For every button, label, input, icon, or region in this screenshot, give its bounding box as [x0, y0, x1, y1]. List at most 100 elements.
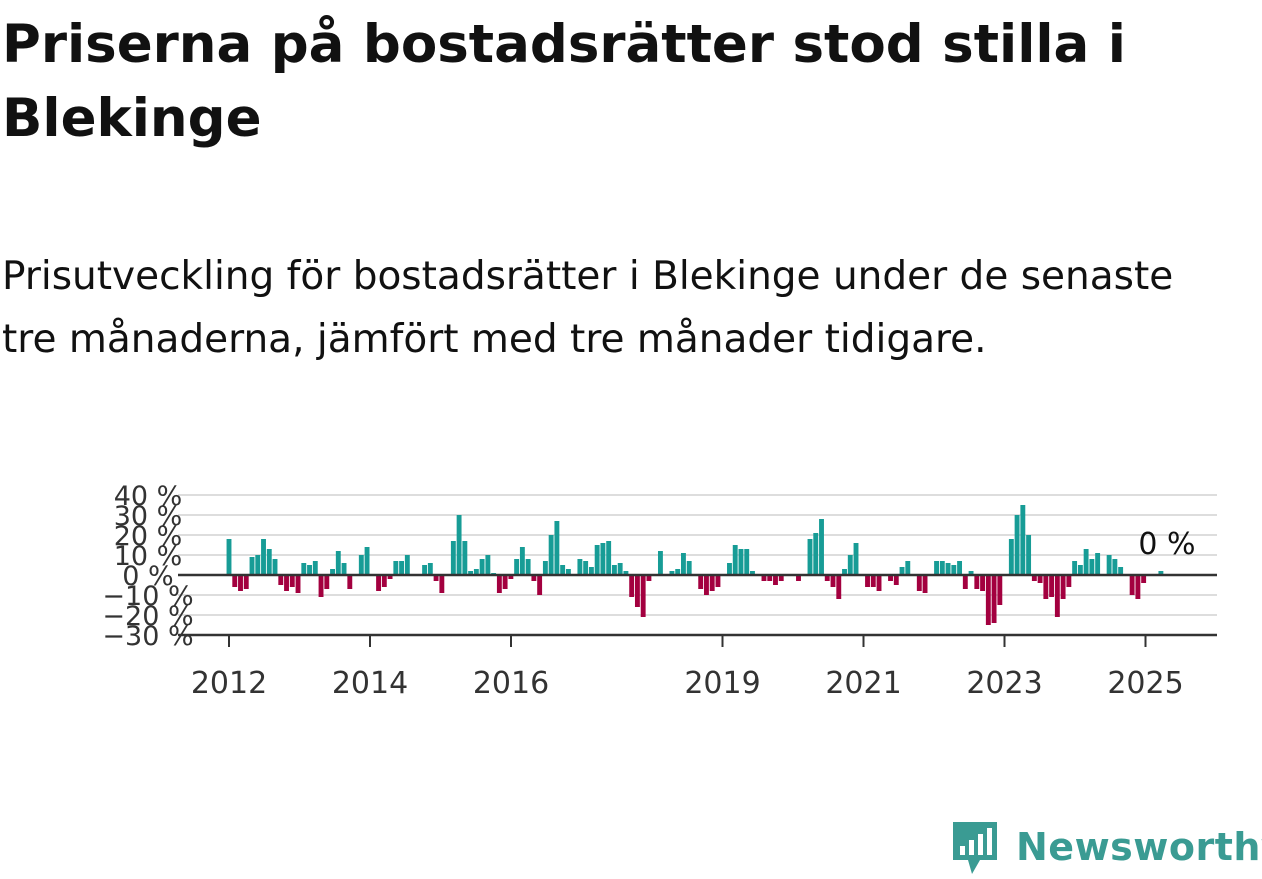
bar-positive — [1089, 559, 1095, 575]
x-tick-label: 2019 — [684, 666, 760, 701]
bar-positive — [727, 563, 732, 575]
bar-negative — [1141, 575, 1147, 583]
bar-negative — [646, 575, 652, 581]
bar-positive — [899, 567, 905, 575]
axes — [178, 573, 1217, 647]
bar-positive — [554, 521, 560, 575]
bar-positive — [1083, 549, 1089, 575]
bar-negative — [1054, 575, 1060, 617]
bar-positive — [272, 559, 278, 575]
bar-positive — [807, 539, 813, 575]
bar-negative — [381, 575, 387, 587]
bar-negative — [1031, 575, 1037, 581]
bar-negative — [985, 575, 991, 625]
bar-negative — [284, 575, 289, 591]
bar-negative — [496, 575, 502, 593]
bar-negative — [761, 575, 767, 581]
bar-negative — [824, 575, 830, 581]
bar-positive — [393, 561, 399, 575]
bar-positive — [617, 563, 623, 575]
bar-positive — [226, 539, 232, 575]
x-tick-label: 2012 — [191, 666, 267, 701]
bar-negative — [318, 575, 324, 597]
bar-positive — [364, 547, 370, 575]
bar-positive — [957, 561, 963, 575]
bar-negative — [962, 575, 968, 589]
bar-negative — [640, 575, 646, 617]
bar-negative — [767, 575, 773, 581]
bar-positive — [399, 561, 405, 575]
bar-positive — [968, 571, 974, 575]
bar-negative — [796, 575, 801, 581]
bar-positive — [819, 519, 824, 575]
bar-positive — [542, 561, 548, 575]
bar-positive — [1020, 505, 1026, 575]
bar-negative — [232, 575, 238, 587]
bar-negative — [916, 575, 922, 591]
bar-positive — [422, 565, 428, 575]
bar-positive — [594, 545, 600, 575]
bar-negative — [1060, 575, 1066, 599]
bar-positive — [1158, 571, 1164, 575]
bar-positive — [1106, 555, 1112, 575]
x-tick-label: 2025 — [1107, 666, 1183, 701]
y-tick-label: −20 % — [102, 601, 193, 632]
x-tick-label: 2016 — [473, 666, 549, 701]
y-tick-label: 10 % — [114, 541, 183, 572]
bar-positive — [1014, 515, 1020, 575]
bar-positive — [1026, 535, 1032, 575]
bar-negative — [634, 575, 640, 607]
bar-positive — [261, 539, 266, 575]
bar-positive — [307, 565, 312, 575]
bar-negative — [289, 575, 295, 587]
bar-negative — [870, 575, 876, 587]
chart-subtitle: Prisutveckling för bostadsrätter i Bleki… — [2, 254, 1174, 362]
bar-negative — [836, 575, 842, 599]
bar-positive — [255, 555, 261, 575]
bar-negative — [324, 575, 330, 589]
bar-negative — [508, 575, 514, 579]
bar-positive — [951, 565, 957, 575]
y-tick-label: 30 % — [114, 501, 183, 532]
bar-chart: 40 %30 %20 %10 %0 %−10 %−20 %−30 %2012 20… — [102, 481, 1217, 701]
bar-negative — [1135, 575, 1141, 599]
bar-negative — [629, 575, 635, 597]
x-tick-label: 2014 — [332, 666, 408, 701]
bar-positive — [473, 569, 479, 575]
bar-positive — [657, 551, 663, 575]
bar-positive — [945, 563, 951, 575]
bar-positive — [1077, 565, 1083, 575]
bar-positive — [853, 543, 859, 575]
bar-positive — [330, 569, 335, 575]
x-tick-label: 2023 — [966, 666, 1042, 701]
bar-negative — [1066, 575, 1072, 587]
bar-negative — [347, 575, 353, 589]
y-tick-label: −10 % — [102, 581, 193, 612]
bar-positive — [519, 547, 525, 575]
bar-negative — [243, 575, 249, 589]
bar-positive — [468, 571, 474, 575]
bar-positive — [1072, 561, 1078, 575]
y-tick-label: 20 % — [114, 521, 183, 552]
bar-positive — [427, 563, 433, 575]
bar-positive — [1112, 559, 1118, 575]
bar-negative — [778, 575, 784, 581]
bars — [226, 505, 1164, 625]
bar-negative — [238, 575, 243, 591]
bar-negative — [865, 575, 870, 587]
bar-positive — [249, 557, 255, 575]
bar-positive — [623, 571, 629, 575]
bar-negative — [876, 575, 882, 591]
bar-positive — [934, 561, 939, 575]
bar-positive — [1008, 539, 1014, 575]
bar-negative — [704, 575, 709, 595]
bar-negative — [531, 575, 537, 581]
bar-positive — [847, 555, 853, 575]
bar-positive — [1118, 567, 1124, 575]
bar-positive — [732, 545, 738, 575]
bar-positive — [450, 541, 456, 575]
bar-positive — [738, 549, 744, 575]
bar-negative — [1129, 575, 1135, 595]
bar-negative — [502, 575, 508, 589]
bar-positive — [611, 565, 617, 575]
